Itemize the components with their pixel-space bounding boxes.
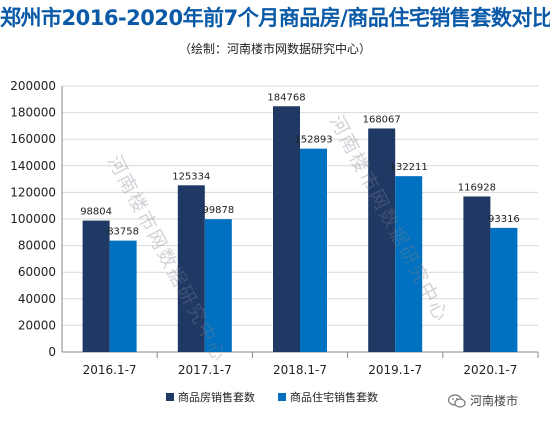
legend-swatch: [166, 393, 174, 401]
wechat-icon: [448, 393, 466, 408]
legend-swatch: [278, 393, 286, 401]
y-tick-label: 140000: [10, 159, 56, 173]
data-label: 98804: [80, 207, 112, 218]
legend-label: 商品住宅销售套数: [290, 390, 378, 404]
chart-subtitle: （绘制：河南楼市网数据研究中心）: [178, 42, 371, 56]
bar: [395, 176, 423, 352]
bar: [463, 196, 491, 352]
y-tick-label: 160000: [10, 132, 56, 146]
bar: [177, 185, 205, 352]
y-tick-label: 80000: [18, 239, 56, 253]
data-label: 184768: [267, 92, 305, 103]
data-label: 99878: [202, 205, 234, 216]
data-label: 132211: [390, 162, 428, 173]
data-label: 93316: [488, 214, 520, 225]
y-tick-label: 20000: [18, 318, 56, 332]
data-label: 152893: [294, 135, 332, 146]
y-tick-label: 180000: [10, 106, 56, 120]
bar: [368, 128, 396, 352]
x-tick-label: 2018.1-7: [273, 363, 327, 377]
legend-label: 商品房销售套数: [178, 390, 255, 404]
data-label: 125334: [172, 171, 210, 182]
bar: [82, 220, 110, 352]
x-tick-label: 2020.1-7: [463, 363, 517, 377]
bar: [273, 106, 300, 352]
bar: [109, 240, 137, 352]
x-tick-label: 2017.1-7: [178, 363, 232, 377]
bar: [490, 227, 518, 352]
y-tick-label: 100000: [10, 212, 56, 226]
logo-text: 河南楼市: [470, 394, 519, 408]
y-tick-label: 40000: [18, 292, 56, 306]
y-tick-label: 60000: [18, 265, 56, 279]
x-tick-label: 2019.1-7: [368, 363, 422, 377]
y-tick-label: 120000: [10, 185, 56, 199]
bar: [300, 148, 327, 352]
y-tick-label: 200000: [10, 79, 56, 93]
data-label: 116928: [458, 182, 496, 193]
x-tick-label: 2016.1-7: [83, 363, 137, 377]
chart-title: 郑州市2016-2020年前7个月商品房/商品住宅销售套数对比: [0, 6, 550, 30]
data-label: 168067: [363, 114, 401, 125]
logo: 河南楼市: [448, 392, 518, 409]
y-tick-label: 0: [48, 345, 56, 359]
data-label: 83758: [107, 227, 139, 238]
bar: [204, 219, 232, 352]
